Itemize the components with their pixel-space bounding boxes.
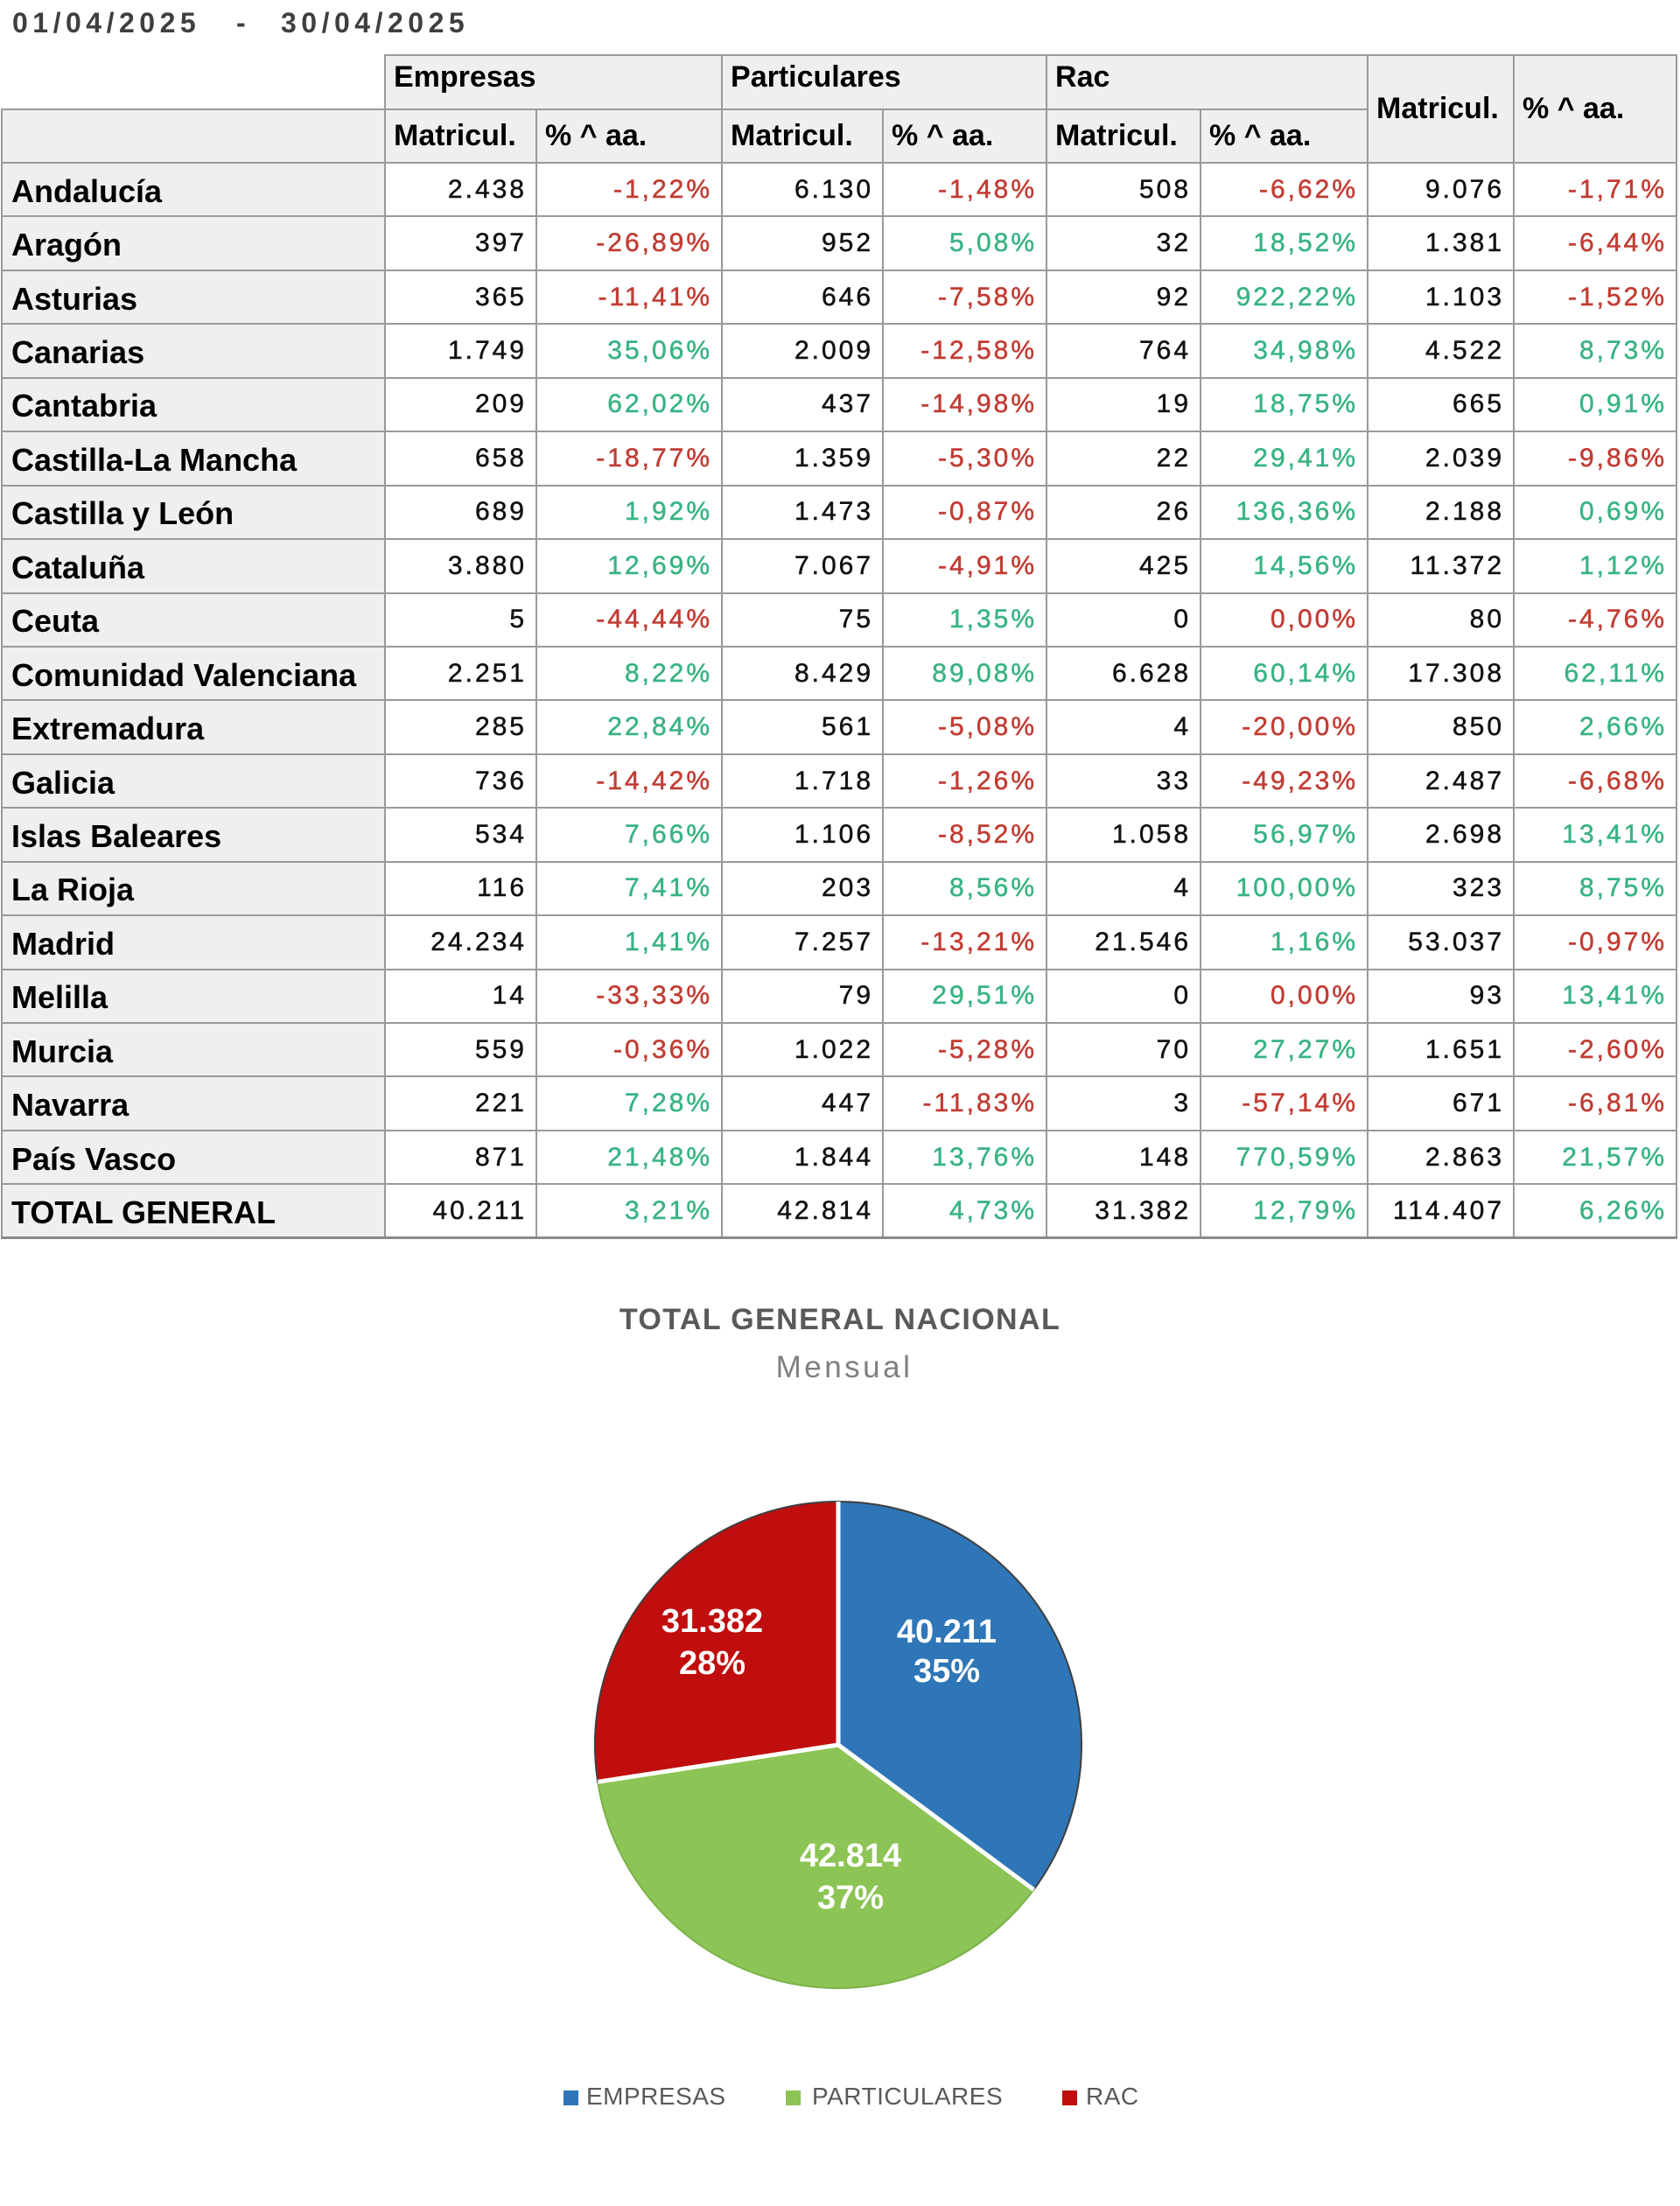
svg-text:31.382: 31.382	[662, 1603, 763, 1640]
svg-text:42.814: 42.814	[800, 1838, 901, 1874]
svg-text:37%: 37%	[817, 1880, 884, 1916]
svg-text:40.211: 40.211	[897, 1614, 997, 1650]
svg-text:35%: 35%	[914, 1653, 980, 1690]
svg-text:28%: 28%	[679, 1645, 746, 1682]
